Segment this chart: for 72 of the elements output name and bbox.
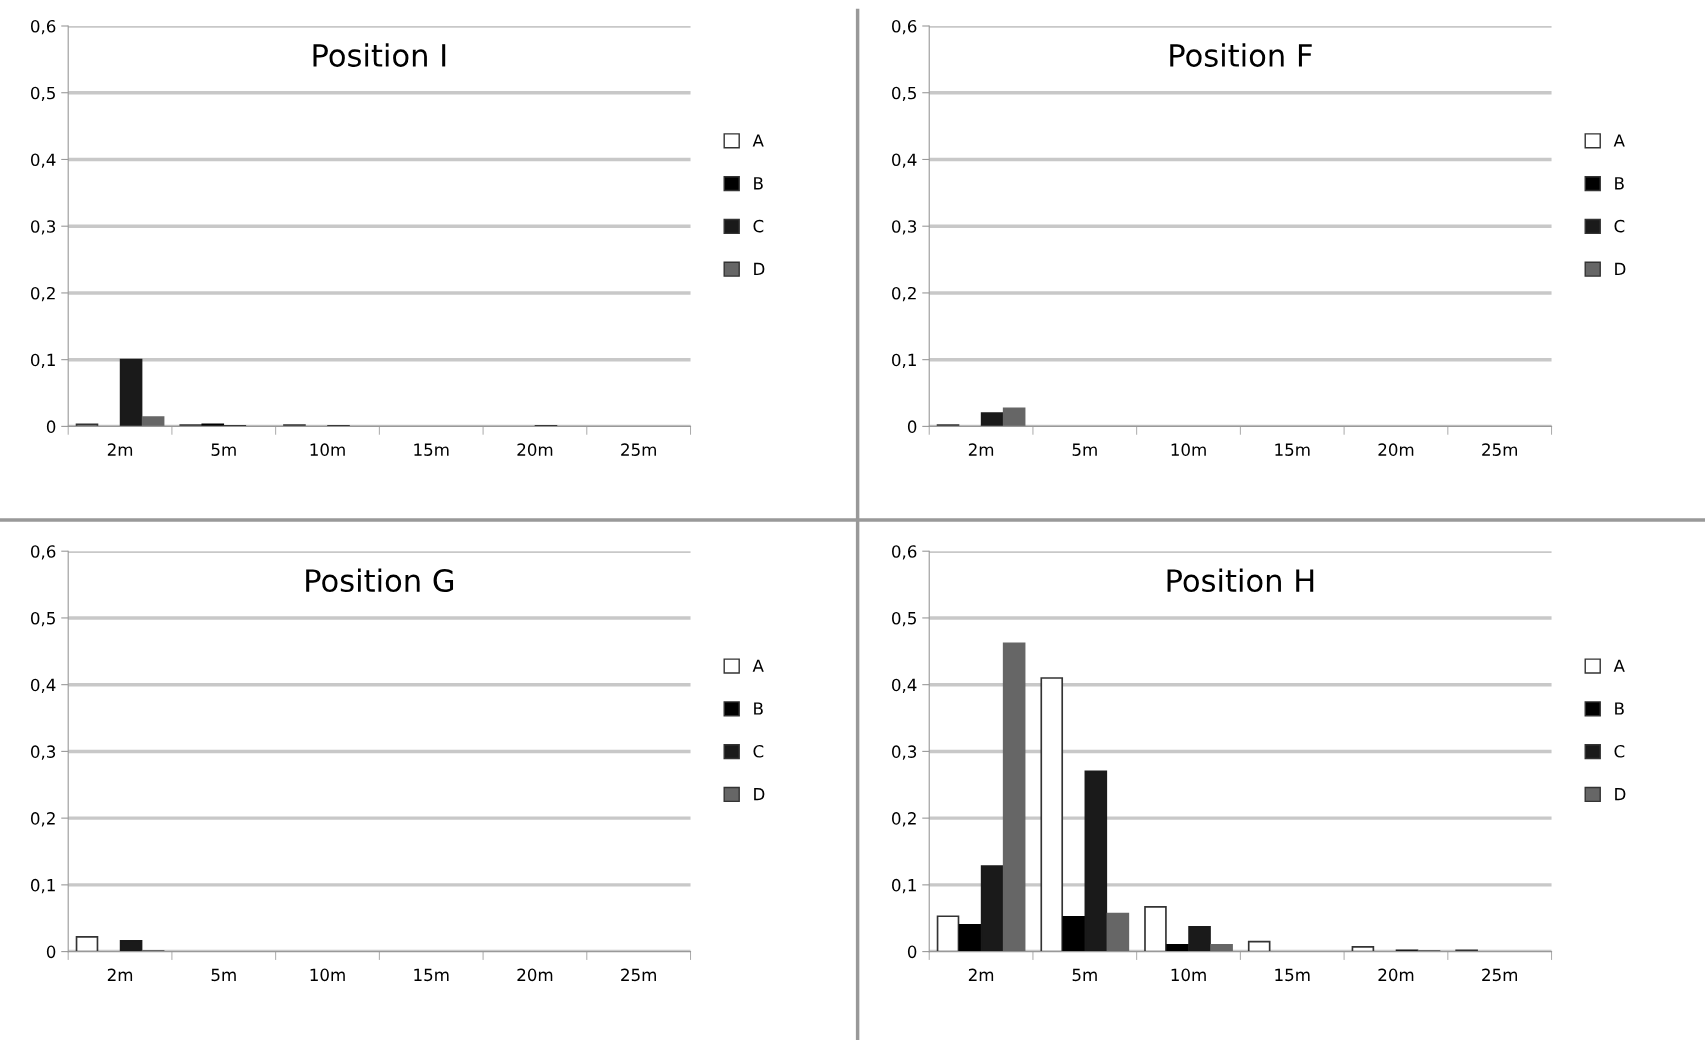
y-tick-label: 0 xyxy=(907,945,917,959)
x-tick-label: 20m xyxy=(1378,443,1414,456)
y-tick-label: 0,3 xyxy=(30,745,56,760)
y-tick-label: 0,4 xyxy=(892,153,917,168)
chart-title: Position F xyxy=(1170,43,1312,67)
legend-label: D xyxy=(1615,262,1626,275)
y-tick-label: 0,1 xyxy=(30,353,55,368)
y-tick-label: 0,1 xyxy=(892,353,916,368)
x-tick-label: 2m xyxy=(107,968,133,981)
y-tick-label: 0,2 xyxy=(30,286,55,302)
x-tick-label: 25m xyxy=(1482,968,1517,982)
y-tick-label: 0,5 xyxy=(892,86,916,101)
legend-label: D xyxy=(754,262,765,275)
legend-label: A xyxy=(752,134,764,147)
x-tick-label: 25m xyxy=(621,443,656,456)
x-tick-label: 5m xyxy=(211,968,236,982)
x-tick-label: 10m xyxy=(310,443,345,456)
legend-label: B xyxy=(1615,177,1624,190)
x-tick-label: 2m xyxy=(107,443,133,456)
y-tick-label: 0,6 xyxy=(892,545,917,560)
y-tick-label: 0,3 xyxy=(892,745,917,760)
y-tick-label: 0,6 xyxy=(892,19,917,35)
x-tick-label: 25m xyxy=(1482,443,1517,456)
y-tick-label: 0,6 xyxy=(30,19,56,35)
y-tick-label: 0,2 xyxy=(892,812,916,827)
chart-title: Position H xyxy=(1167,568,1314,593)
legend-label: A xyxy=(1613,134,1625,147)
y-tick-label: 0 xyxy=(46,945,56,959)
x-tick-label: 20m xyxy=(517,968,553,982)
x-tick-label: 20m xyxy=(1378,968,1414,982)
y-tick-label: 0,5 xyxy=(30,611,55,627)
legend-label: B xyxy=(754,702,763,715)
x-tick-label: 5m xyxy=(1072,443,1097,456)
y-tick-label: 0,1 xyxy=(30,878,55,894)
legend-label: A xyxy=(752,659,764,672)
x-tick-label: 15m xyxy=(1275,443,1310,456)
y-tick-label: 0,2 xyxy=(30,812,55,827)
legend-label: C xyxy=(753,219,764,233)
y-tick-label: 0,2 xyxy=(892,286,916,302)
x-tick-label: 15m xyxy=(414,443,449,456)
legend-label: A xyxy=(1613,659,1625,672)
x-tick-label: 10m xyxy=(1171,968,1206,982)
x-tick-label: 5m xyxy=(1072,968,1097,982)
y-tick-label: 0 xyxy=(46,420,56,433)
legend-label: D xyxy=(1615,788,1626,801)
x-tick-label: 10m xyxy=(1171,443,1206,456)
legend-label: D xyxy=(754,788,765,801)
chart-title: Position I xyxy=(313,43,446,67)
y-tick-label: 0,6 xyxy=(30,545,56,560)
x-tick-label: 15m xyxy=(414,968,449,982)
legend-label: B xyxy=(1615,702,1624,715)
legend-label: C xyxy=(753,745,764,758)
x-tick-label: 20m xyxy=(517,443,553,456)
y-tick-label: 0,3 xyxy=(892,220,917,235)
y-tick-label: 0,4 xyxy=(892,678,917,693)
x-tick-label: 5m xyxy=(211,443,236,456)
x-tick-label: 15m xyxy=(1275,968,1310,982)
y-tick-label: 0,3 xyxy=(30,220,56,235)
y-tick-label: 0,4 xyxy=(30,678,56,693)
x-tick-label: 25m xyxy=(621,968,656,982)
legend-label: C xyxy=(1614,219,1625,233)
y-tick-label: 0,5 xyxy=(30,86,55,101)
chart-title: Position G xyxy=(306,568,454,593)
y-tick-label: 0,4 xyxy=(30,153,56,168)
legend-label: B xyxy=(754,177,763,190)
x-tick-label: 2m xyxy=(968,443,994,456)
x-tick-label: 2m xyxy=(968,968,994,981)
legend-label: C xyxy=(1614,745,1625,758)
y-tick-label: 0,1 xyxy=(892,878,916,894)
x-tick-label: 10m xyxy=(310,968,345,982)
y-tick-label: 0,5 xyxy=(892,611,916,627)
y-tick-label: 0 xyxy=(907,420,917,433)
